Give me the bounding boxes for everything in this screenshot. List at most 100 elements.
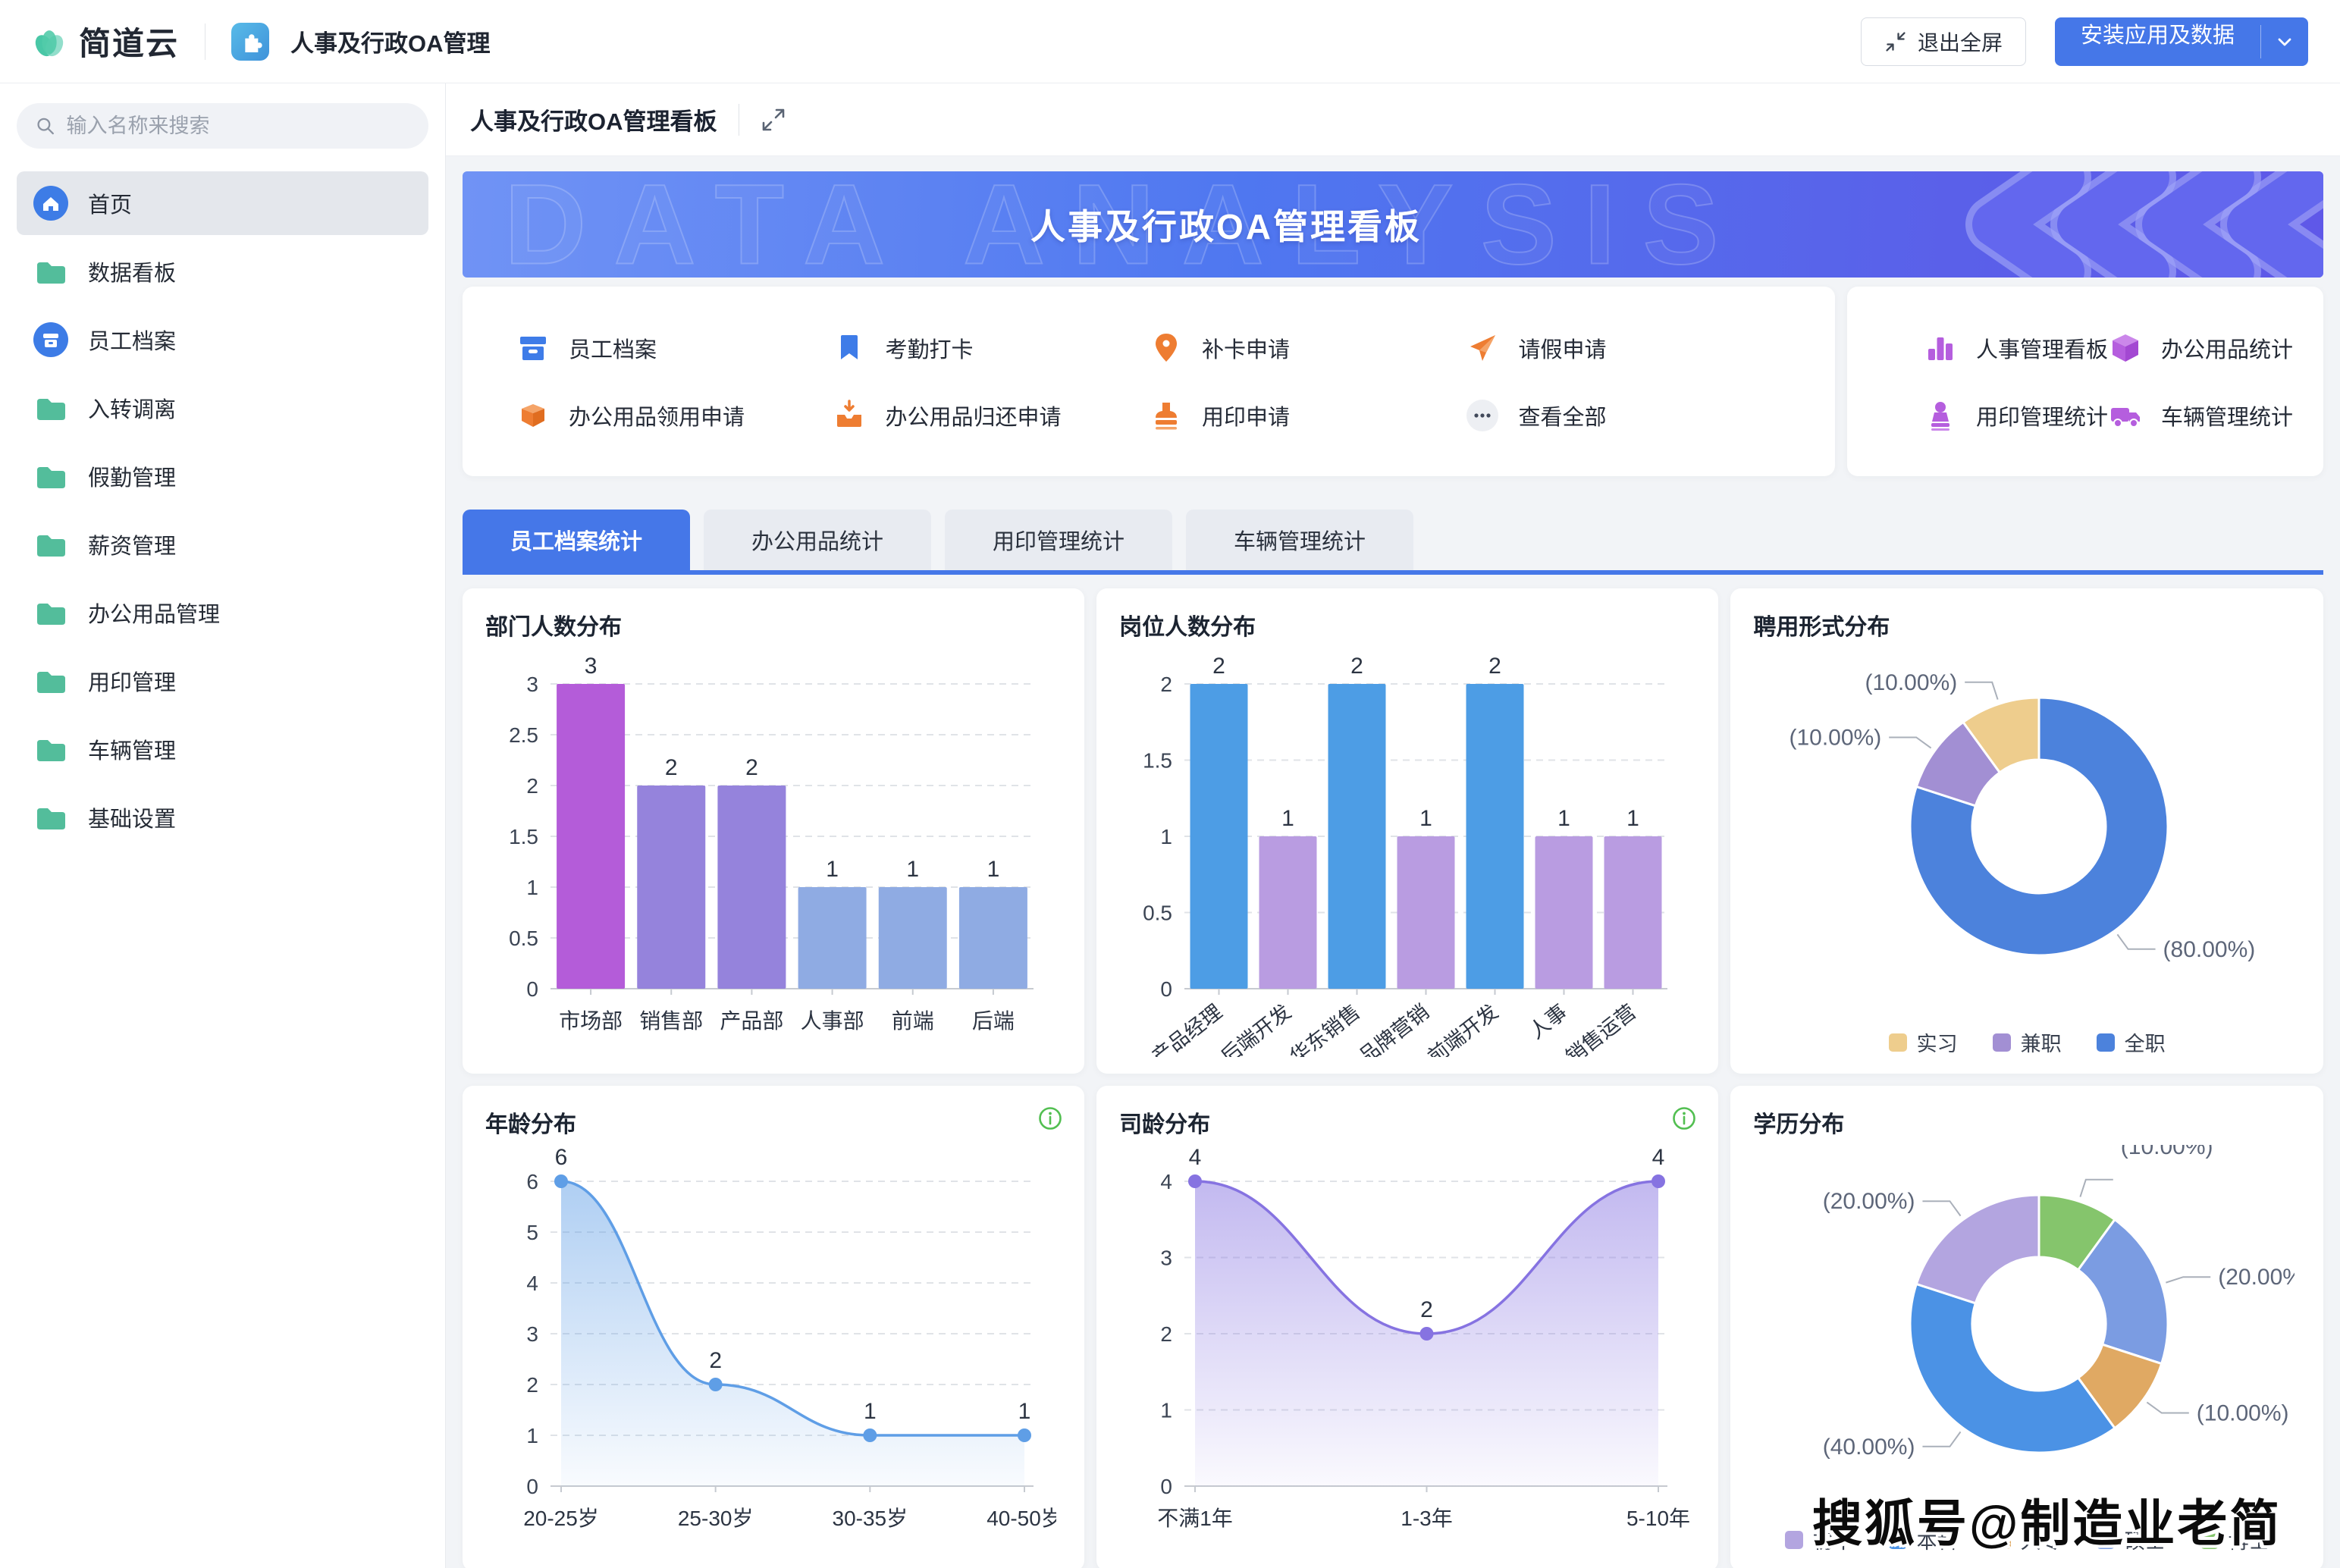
banner-background-text: DATA ANALYSIS: [503, 171, 1746, 278]
legend-item[interactable]: 全职: [2096, 1027, 2166, 1057]
svg-text:2: 2: [664, 755, 677, 780]
svg-text:2: 2: [526, 774, 538, 798]
sidebar-item-onboarding[interactable]: 入转调离: [17, 376, 428, 440]
legend-item[interactable]: 大专: [1992, 1525, 2062, 1554]
box-3d-icon: [2112, 334, 2138, 362]
svg-text:1.5: 1.5: [509, 825, 538, 848]
page-title: 人事及行政OA管理看板: [470, 108, 717, 135]
svg-text:产品经理: 产品经理: [1147, 1000, 1226, 1057]
sidebar-search[interactable]: [17, 103, 428, 149]
sidebar: 首页 数据看板 员工档案 入转调离 假勤管理: [0, 83, 446, 1568]
legend-item[interactable]: 兼职: [1992, 1027, 2062, 1057]
chart-legend: 实习 兼职 全职: [1730, 1027, 2323, 1057]
sidebar-item-seal[interactable]: 用印管理: [17, 649, 428, 713]
department-bar-chart: 0 0.5 1 1.5 2 2.5 3 3 市场部 2 销售部 2 产品部 1 人事部 1 前端 1 后端: [485, 648, 1062, 1063]
archive-box-icon: [520, 336, 546, 360]
tab-supplies-stats[interactable]: 办公用品统计: [704, 510, 931, 570]
folder-icon: [37, 604, 65, 625]
svg-text:华东销售: 华东销售: [1285, 1000, 1364, 1057]
chart-card-tenure: 司龄分布 0 1 2 3 4 4 不满1年 2 1-3年 4 5-10年: [1096, 1086, 1719, 1568]
svg-text:3: 3: [1160, 1247, 1172, 1270]
sidebar-item-label: 车辆管理: [88, 739, 177, 764]
stat-links-card: 人事管理看板 办公用品统计: [1846, 287, 2323, 476]
legend-item[interactable]: 硕士: [2096, 1525, 2166, 1554]
quicklink-employee-files[interactable]: 员工档案: [516, 331, 832, 365]
tab-label: 用印管理统计: [992, 530, 1125, 554]
statlink-hr-dashboard[interactable]: 人事管理看板: [1923, 331, 2108, 365]
svg-text:(10.00%): (10.00%): [2120, 1145, 2213, 1159]
svg-text:(10.00%): (10.00%): [2196, 1401, 2288, 1426]
banner-title: 人事及行政OA管理看板: [1030, 207, 1422, 246]
install-app-label: 安装应用及数据: [2080, 23, 2235, 48]
svg-text:2: 2: [1160, 673, 1172, 696]
quicklink-view-all[interactable]: 查看全部: [1465, 398, 1782, 433]
legend-label: 兼职: [2020, 1033, 2062, 1055]
sidebar-item-settings[interactable]: 基础设置: [17, 786, 428, 849]
legend-item[interactable]: 实习: [1888, 1027, 1958, 1057]
legend-label: 实习: [1916, 1033, 1958, 1055]
chart-card-age: 年龄分布 0 1 2 3 4 5 6 6 20-25岁 2 25-30岁 1 30-35岁 1 40-50岁: [463, 1086, 1085, 1568]
sidebar-item-office-supplies[interactable]: 办公用品管理: [17, 581, 428, 644]
jiandaoyun-logo-icon: [35, 30, 64, 56]
legend-swatch: [1992, 1530, 2011, 1549]
svg-text:后端开发: 后端开发: [1216, 1000, 1295, 1057]
sidebar-item-vehicle[interactable]: 车辆管理: [17, 717, 428, 781]
info-icon[interactable]: [1037, 1105, 1063, 1131]
info-icon[interactable]: [1671, 1105, 1697, 1131]
legend-label: 初中: [1812, 1530, 1854, 1553]
sidebar-item-attendance[interactable]: 假勤管理: [17, 444, 428, 508]
svg-text:销售部: 销售部: [639, 1009, 703, 1033]
svg-text:1: 1: [826, 857, 839, 882]
breadcrumb: 人事及行政OA管理看板: [446, 83, 2340, 156]
chart-title: 聘用形式分布: [1753, 615, 1890, 640]
quicklink-supplies-return[interactable]: 办公用品归还申请: [832, 398, 1149, 433]
install-app-button[interactable]: 安装应用及数据: [2054, 17, 2308, 66]
quicklink-seal-request[interactable]: 用印申请: [1149, 398, 1465, 433]
return-box-icon: [837, 399, 862, 427]
exit-fullscreen-button[interactable]: 退出全屏: [1860, 17, 2026, 66]
svg-text:(80.00%): (80.00%): [2163, 937, 2255, 962]
sidebar-item-home[interactable]: 首页: [17, 171, 428, 235]
brand-logo[interactable]: 简道云: [32, 18, 179, 64]
sidebar-item-label: 数据看板: [88, 262, 177, 286]
quicklink-punch-correction[interactable]: 补卡申请: [1149, 331, 1465, 365]
sidebar-item-employee-files[interactable]: 员工档案: [17, 308, 428, 372]
sidebar-item-label: 假勤管理: [88, 466, 177, 491]
svg-text:后端: 后端: [971, 1009, 1014, 1033]
sidebar-item-salary[interactable]: 薪资管理: [17, 513, 428, 576]
legend-item[interactable]: 博士: [2200, 1525, 2269, 1554]
quicklink-leave-request[interactable]: 请假申请: [1465, 331, 1782, 365]
position-bar-chart: 0 0.5 1 1.5 2 2 产品经理 1 后端开发 2 华东销售 1 品牌营销 2 前端开发 1 人事 1 销售…: [1119, 648, 1695, 1063]
quicklink-supplies-request[interactable]: 办公用品领用申请: [516, 398, 832, 433]
statlink-supplies-stats[interactable]: 办公用品统计: [2108, 331, 2293, 365]
expand-fullscreen-icon[interactable]: [761, 107, 786, 133]
legend-label: 博士: [2228, 1530, 2269, 1553]
chart-title: 岗位人数分布: [1119, 615, 1256, 640]
legend-swatch: [1784, 1530, 1803, 1549]
svg-text:1-3年: 1-3年: [1401, 1507, 1452, 1530]
legend-item[interactable]: 本科: [1888, 1525, 1958, 1554]
legend-label: 硕士: [2124, 1530, 2166, 1553]
sidebar-item-label: 基础设置: [88, 808, 177, 832]
statlink-seal-stats[interactable]: 用印管理统计: [1923, 398, 2108, 433]
tab-seal-stats[interactable]: 用印管理统计: [945, 510, 1172, 570]
search-input[interactable]: [66, 114, 410, 138]
chevron-down-icon[interactable]: [2261, 17, 2308, 66]
chart-card-position: 岗位人数分布 0 0.5 1 1.5 2 2 产品经理 1 后端开发 2 华东销售 1 品牌营销 2 前端开…: [1096, 588, 1719, 1074]
search-icon: [37, 118, 54, 135]
tab-vehicle-stats[interactable]: 车辆管理统计: [1186, 510, 1413, 570]
svg-text:4: 4: [526, 1272, 538, 1295]
svg-text:3: 3: [526, 673, 538, 696]
tab-employee-file-stats[interactable]: 员工档案统计: [463, 510, 690, 570]
statlink-vehicle-stats[interactable]: 车辆管理统计: [2108, 398, 2293, 433]
folder-icon: [37, 262, 65, 284]
sidebar-item-dashboards[interactable]: 数据看板: [17, 240, 428, 303]
legend-item[interactable]: 初中: [1784, 1525, 1854, 1554]
archive-circle-icon: [33, 322, 68, 357]
chart-title: 司龄分布: [1119, 1112, 1211, 1137]
svg-text:2: 2: [709, 1348, 722, 1373]
quicklink-label: 用印申请: [1201, 405, 1290, 430]
svg-text:产品部: 产品部: [720, 1009, 783, 1033]
quicklink-attendance-punch[interactable]: 考勤打卡: [832, 331, 1149, 365]
watermark: 搜狐号@制造业老简: [1812, 1495, 2282, 1551]
